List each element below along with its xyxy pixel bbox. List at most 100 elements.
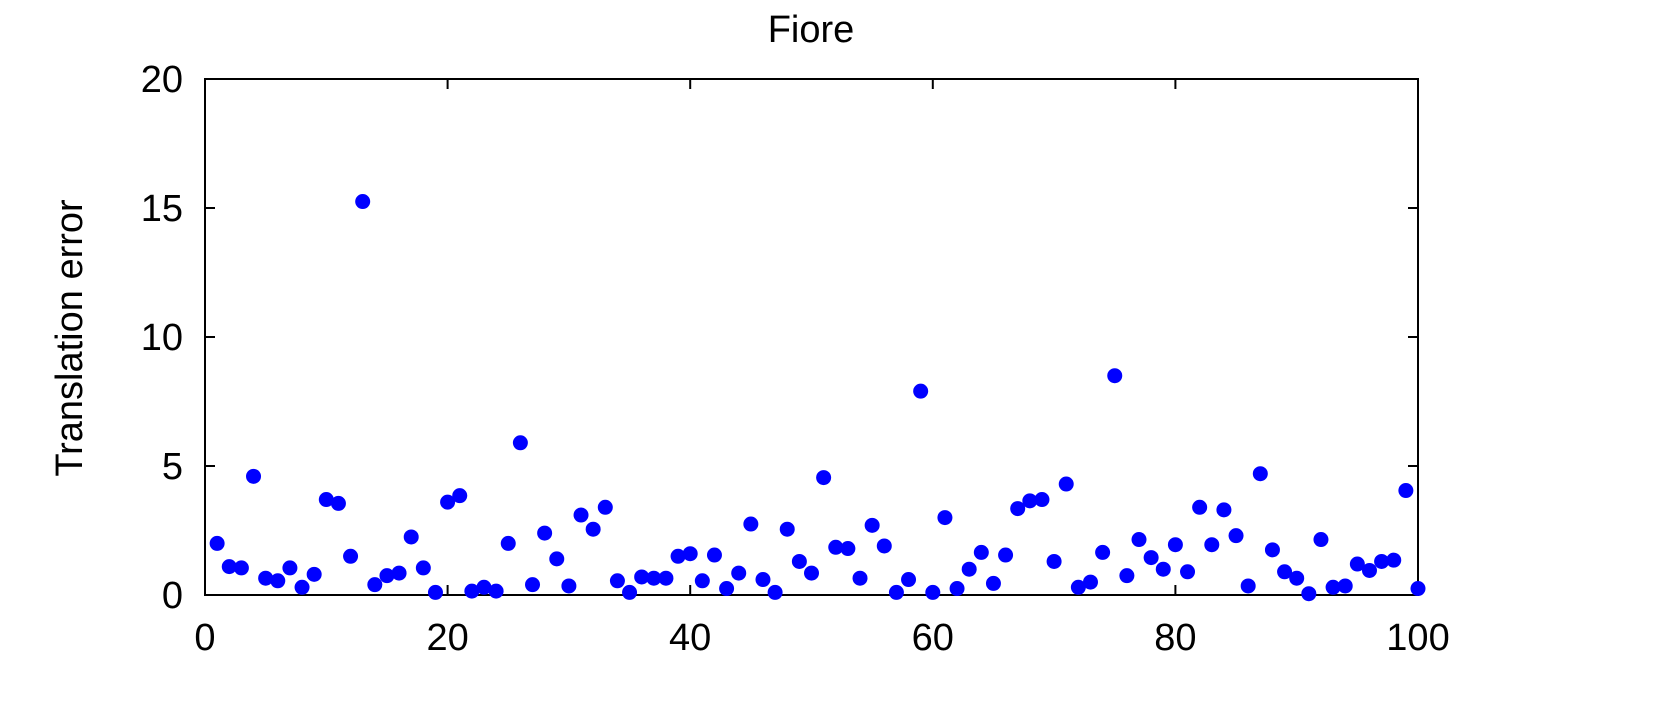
data-point-92 <box>1313 532 1329 548</box>
y-tick-label-4: 20 <box>141 59 183 101</box>
chart-title: Fiore <box>768 9 855 51</box>
data-point-14 <box>367 577 383 593</box>
data-point-98 <box>1386 552 1402 568</box>
y-tick-label-3: 15 <box>141 188 183 230</box>
data-point-29 <box>549 551 565 567</box>
x-tick-label-4: 80 <box>1154 617 1196 659</box>
data-point-27 <box>525 577 541 593</box>
data-point-79 <box>1155 561 1171 577</box>
data-point-20 <box>440 494 456 510</box>
data-point-12 <box>343 548 359 564</box>
plot-frame <box>204 78 1419 596</box>
data-point-81 <box>1180 564 1196 580</box>
data-point-62 <box>949 581 965 597</box>
data-point-32 <box>585 521 601 537</box>
data-point-89 <box>1277 564 1293 580</box>
data-point-52 <box>828 539 844 555</box>
data-points <box>209 194 1426 602</box>
data-point-70 <box>1046 553 1062 569</box>
data-point-58 <box>901 572 917 588</box>
x-tick-label-2: 40 <box>669 617 711 659</box>
data-point-84 <box>1216 502 1232 518</box>
x-axis-ticks: 0 20 40 60 80 100 <box>194 79 1450 659</box>
data-point-54 <box>852 570 868 586</box>
data-point-7 <box>282 560 298 576</box>
data-point-56 <box>876 538 892 554</box>
data-point-71 <box>1058 476 1074 492</box>
data-point-8 <box>294 579 310 595</box>
data-point-33 <box>597 499 613 515</box>
data-point-88 <box>1264 542 1280 558</box>
data-point-42 <box>706 547 722 563</box>
data-point-28 <box>537 525 553 541</box>
data-point-68 <box>1022 493 1038 509</box>
data-point-100 <box>1410 581 1426 597</box>
data-point-50 <box>804 565 819 581</box>
data-point-93 <box>1325 579 1341 595</box>
data-point-73 <box>1082 574 1098 590</box>
data-point-45 <box>743 516 759 532</box>
data-point-60 <box>925 584 941 600</box>
data-point-66 <box>998 547 1014 563</box>
data-point-40 <box>682 546 698 562</box>
data-point-94 <box>1337 578 1353 594</box>
data-point-34 <box>609 573 625 589</box>
data-point-4 <box>246 468 262 484</box>
data-point-22 <box>464 583 480 599</box>
y-tick-label-2: 10 <box>141 317 183 359</box>
data-point-77 <box>1131 532 1147 548</box>
data-point-21 <box>452 488 468 504</box>
data-point-61 <box>937 510 953 526</box>
data-point-23 <box>476 579 492 595</box>
data-point-2 <box>221 559 237 575</box>
data-point-13 <box>355 194 371 210</box>
data-point-55 <box>864 517 880 533</box>
data-point-63 <box>961 561 977 577</box>
data-point-24 <box>488 583 504 599</box>
data-point-9 <box>306 566 322 582</box>
data-point-37 <box>646 570 662 586</box>
data-point-80 <box>1167 537 1183 553</box>
data-point-5 <box>258 570 274 586</box>
data-point-11 <box>330 495 346 511</box>
x-tick-label-5: 100 <box>1386 617 1449 659</box>
data-point-26 <box>512 435 528 451</box>
x-tick-label-0: 0 <box>194 617 215 659</box>
data-point-82 <box>1192 499 1208 515</box>
data-point-76 <box>1119 568 1135 584</box>
data-point-91 <box>1301 586 1317 602</box>
data-point-30 <box>561 578 577 594</box>
y-tick-label-0: 0 <box>162 575 183 617</box>
data-point-10 <box>318 492 334 508</box>
x-tick-label-3: 60 <box>912 617 954 659</box>
x-tick-label-1: 20 <box>426 617 468 659</box>
data-point-38 <box>658 570 674 586</box>
data-point-99 <box>1398 483 1414 499</box>
data-point-65 <box>985 575 1001 591</box>
data-point-39 <box>670 548 686 564</box>
y-axis-ticks: 0 5 10 15 20 <box>141 59 1418 617</box>
data-point-75 <box>1107 368 1123 384</box>
data-point-85 <box>1228 528 1244 544</box>
data-point-19 <box>427 584 443 600</box>
data-point-90 <box>1289 570 1305 586</box>
data-point-72 <box>1070 579 1086 595</box>
data-point-6 <box>270 573 286 589</box>
data-point-78 <box>1143 550 1159 566</box>
data-point-49 <box>791 553 807 569</box>
y-axis-label-group: Translation error <box>49 199 91 477</box>
data-point-15 <box>379 568 395 584</box>
data-point-16 <box>391 565 407 581</box>
data-point-95 <box>1349 556 1365 572</box>
data-point-36 <box>634 569 650 585</box>
data-point-1 <box>209 535 225 551</box>
data-point-46 <box>755 572 771 588</box>
data-point-48 <box>779 521 795 537</box>
data-point-51 <box>816 470 832 486</box>
data-point-57 <box>888 584 904 600</box>
data-point-43 <box>719 581 735 597</box>
y-tick-label-1: 5 <box>162 446 183 488</box>
data-point-18 <box>415 560 431 576</box>
data-point-59 <box>913 383 929 399</box>
